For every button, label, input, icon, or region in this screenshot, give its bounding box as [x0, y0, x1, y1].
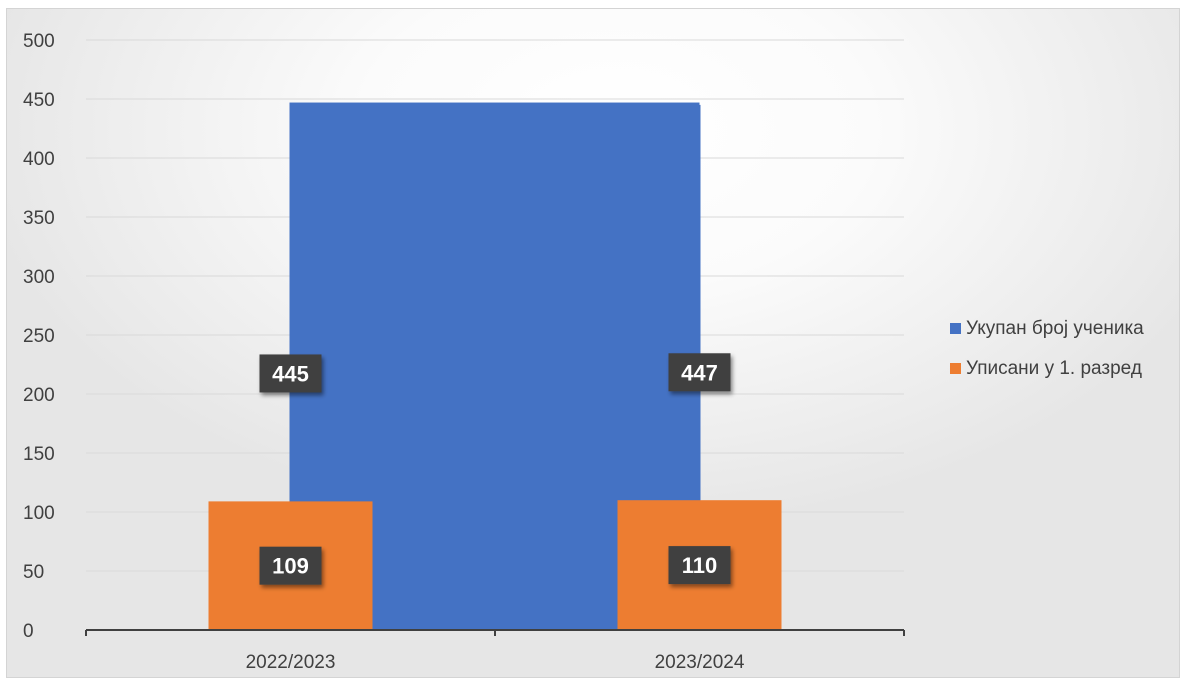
x-tick-label: 2022/2023 [246, 652, 336, 673]
y-tick-label: 350 [23, 208, 55, 229]
legend: Укупан број ученика Уписани у 1. разред [950, 318, 1144, 379]
data-labels: 445 109 447 110 [259, 353, 731, 585]
data-label-box [668, 353, 731, 392]
y-tick-label: 150 [23, 444, 55, 465]
y-tick-label: 50 [23, 562, 44, 583]
y-tick-label: 0 [23, 621, 34, 642]
data-label-total-students-0: 445 [259, 354, 322, 393]
y-tick-label: 100 [23, 503, 55, 524]
data-label-text: 109 [272, 554, 309, 579]
data-label-box [668, 546, 731, 585]
data-label-box [259, 546, 322, 585]
y-tick-label: 250 [23, 326, 55, 347]
legend-swatch [950, 323, 961, 334]
y-tick-label: 400 [23, 149, 55, 170]
legend-label: Укупан број ученика [966, 318, 1144, 339]
data-label-box [259, 354, 322, 393]
legend-swatch [950, 363, 961, 374]
legend-item: Уписани у 1. разред [950, 358, 1142, 379]
y-tick-label: 200 [23, 385, 55, 406]
y-tick-label: 450 [23, 90, 55, 111]
legend-item: Укупан број ученика [950, 318, 1144, 339]
data-label-first-grade-1: 110 [668, 546, 731, 585]
x-axis: 2022/2023 2023/2024 [85, 629, 905, 673]
data-label-total-students-1: 447 [668, 353, 731, 392]
data-label-text: 447 [681, 360, 718, 385]
data-label-text: 445 [272, 361, 309, 386]
data-label-first-grade-0: 109 [259, 546, 322, 585]
x-tick-label: 2023/2024 [655, 652, 745, 673]
y-tick-label: 500 [23, 31, 55, 52]
legend-label: Уписани у 1. разред [966, 358, 1142, 379]
y-tick-label: 300 [23, 267, 55, 288]
data-label-text: 110 [682, 553, 718, 578]
y-axis: 0 50 100 150 200 250 300 350 400 450 500 [23, 31, 55, 642]
